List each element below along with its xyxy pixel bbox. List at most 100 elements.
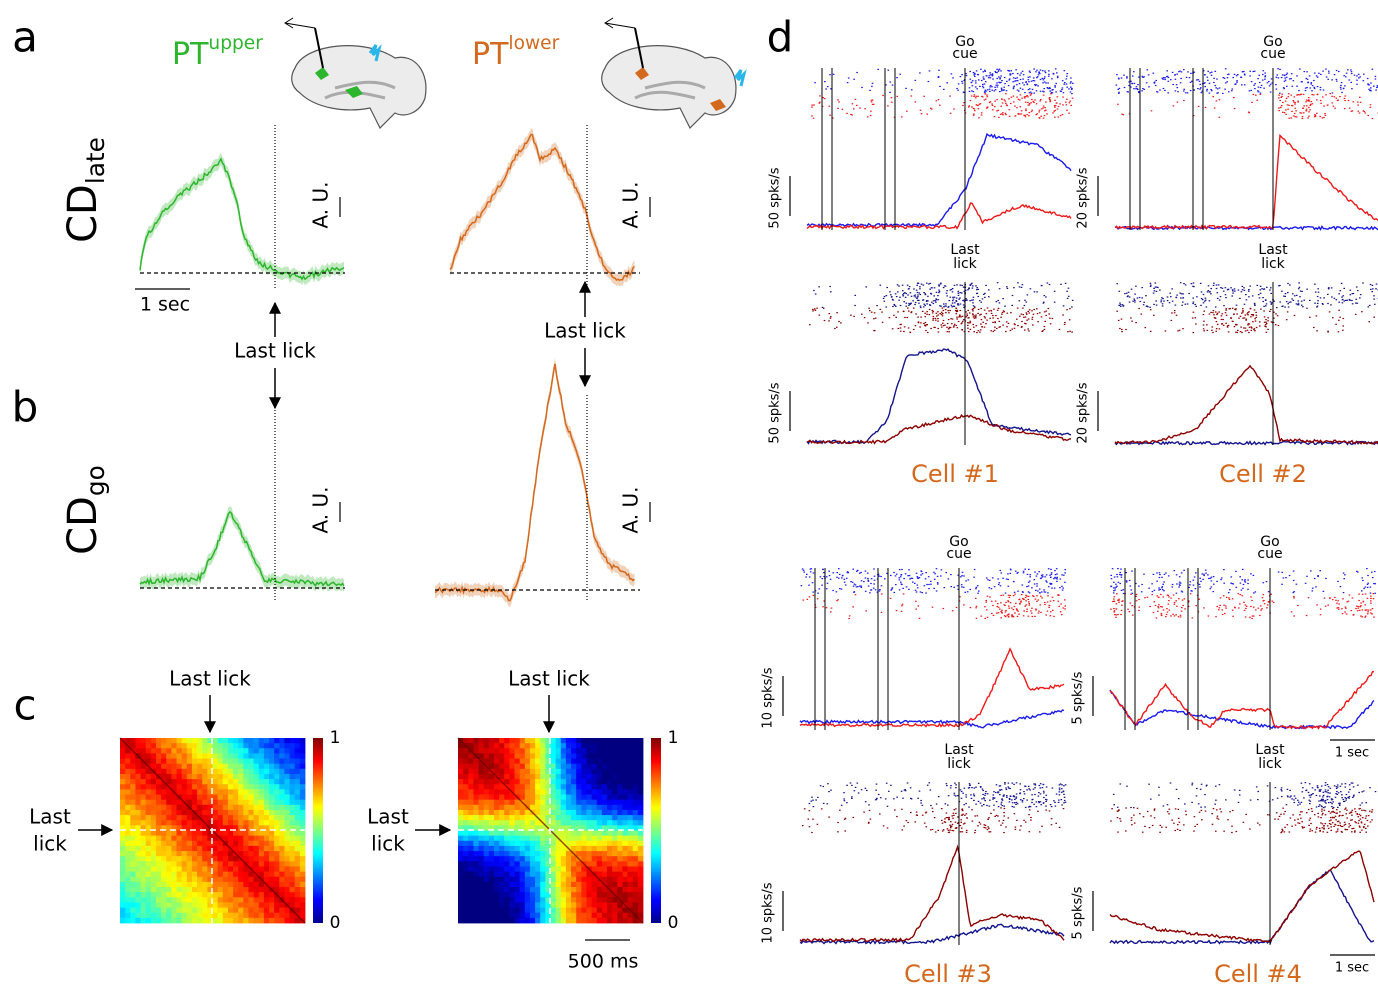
heatmap-cell <box>166 897 172 903</box>
heatmap-cell <box>202 748 208 754</box>
heatmap-cell <box>156 897 162 903</box>
spike <box>886 295 888 296</box>
spike <box>1142 88 1144 89</box>
heatmap-cell <box>228 784 234 790</box>
spike <box>1066 76 1068 77</box>
heatmap-cell <box>274 861 280 867</box>
heatmap-cell <box>463 815 469 821</box>
heatmap-cell <box>166 861 172 867</box>
spike <box>1020 79 1022 80</box>
heatmap-cell <box>617 759 623 765</box>
spike <box>954 285 956 286</box>
heatmap-cell <box>597 774 603 780</box>
spike <box>1128 292 1130 293</box>
spike <box>1051 574 1053 575</box>
spike <box>991 103 993 104</box>
spike <box>1182 328 1184 329</box>
heatmap-cell <box>504 774 510 780</box>
spike <box>1011 329 1013 330</box>
heatmap-cell <box>295 902 301 908</box>
heatmap-cell <box>223 774 229 780</box>
heatmap-cell <box>192 774 198 780</box>
spike <box>1307 82 1309 83</box>
heatmap-cell <box>161 887 167 893</box>
heatmap-cell <box>259 820 265 826</box>
heatmap-cell <box>141 897 147 903</box>
heatmap-cell <box>213 908 219 914</box>
heatmap-cell <box>295 774 301 780</box>
spike <box>904 317 906 318</box>
heatmap-cell <box>284 887 290 893</box>
spike <box>1270 309 1272 310</box>
spike <box>1127 296 1129 297</box>
spike <box>840 322 842 323</box>
spike <box>959 314 961 315</box>
heatmap-cell <box>259 882 265 888</box>
spike <box>868 580 870 581</box>
heatmap-cell <box>515 861 521 867</box>
spike <box>1044 115 1046 116</box>
spike <box>1207 291 1209 292</box>
spike <box>1035 114 1037 115</box>
heatmap-cell <box>156 831 162 837</box>
spike <box>1054 107 1056 108</box>
heatmap-cell <box>489 836 495 842</box>
heatmap-cell <box>458 820 464 826</box>
heatmap-cell <box>540 882 546 888</box>
spike <box>1130 317 1132 318</box>
spike <box>1034 579 1036 580</box>
heatmap-cell <box>243 738 249 744</box>
heatmap-cell <box>520 918 526 924</box>
heatmap-cell <box>602 820 608 826</box>
spike <box>1251 327 1253 328</box>
heatmap-cell <box>295 861 301 867</box>
heatmap-cell <box>166 738 172 744</box>
spike <box>925 322 927 323</box>
heatmap-cell <box>576 908 582 914</box>
heatmap-cell <box>586 856 592 862</box>
heatmap-cell <box>581 738 587 744</box>
spike <box>1006 90 1008 91</box>
heatmap-cell <box>494 918 500 924</box>
spike <box>1244 317 1246 318</box>
heatmap-cell <box>607 892 613 898</box>
spike <box>1153 315 1155 316</box>
spike <box>1164 77 1166 78</box>
heatmap-cell <box>463 836 469 842</box>
heatmap-cell <box>515 872 521 878</box>
heatmap-cell <box>125 908 131 914</box>
heatmap-cell <box>622 836 628 842</box>
heatmap-cell <box>638 841 644 847</box>
heatmap-cell <box>499 815 505 821</box>
spike <box>1284 307 1286 308</box>
heatmap-cell <box>499 882 505 888</box>
heatmap-cell <box>151 897 157 903</box>
heatmap-cell <box>458 872 464 878</box>
spike <box>841 589 843 590</box>
heatmap-cell <box>141 784 147 790</box>
heatmap-cell <box>284 856 290 862</box>
spike <box>1033 309 1035 310</box>
heatmap-cell <box>638 774 644 780</box>
heatmap-cell <box>248 918 254 924</box>
heatmap-cell <box>151 774 157 780</box>
heatmap-cell <box>202 769 208 775</box>
spike <box>1241 313 1243 314</box>
spike <box>802 568 804 569</box>
heatmap-cell <box>535 764 541 770</box>
spike <box>1118 92 1120 93</box>
heatmap-cell <box>463 789 469 795</box>
spike <box>990 77 992 78</box>
heatmap-cell <box>290 856 296 862</box>
heatmap-cell <box>535 784 541 790</box>
spike <box>1314 303 1316 304</box>
spike <box>1117 104 1119 105</box>
spike <box>854 295 856 296</box>
heatmap-cell <box>628 748 634 754</box>
heatmap-cell <box>218 800 224 806</box>
spike <box>1020 73 1022 74</box>
heatmap-cell <box>279 877 285 883</box>
heatmap-cell <box>233 887 239 893</box>
heatmap-cell <box>581 866 587 872</box>
heatmap-cell <box>479 846 485 852</box>
